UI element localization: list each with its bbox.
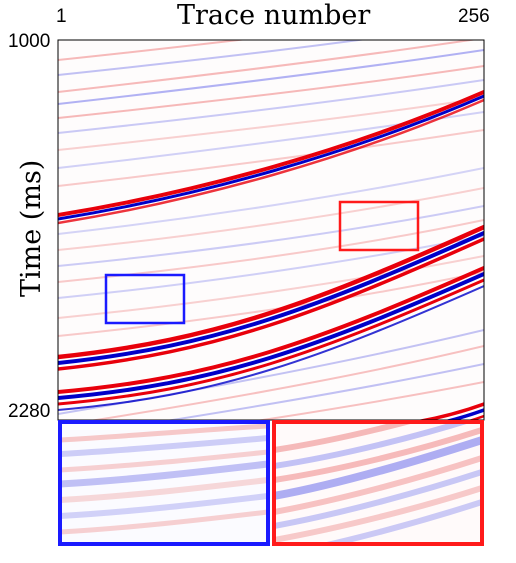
x-tick-left: 1 bbox=[56, 6, 67, 27]
blue-inset-events bbox=[60, 423, 268, 535]
y-tick-top: 1000 bbox=[8, 31, 51, 52]
red-zoom-box bbox=[338, 200, 420, 252]
seismic-section-events bbox=[58, 40, 484, 420]
red-inset-frame bbox=[272, 420, 484, 546]
y-tick-bottom: 2280 bbox=[8, 401, 51, 422]
blue-zoom-box bbox=[104, 273, 186, 325]
main-axes-frame bbox=[57, 39, 485, 421]
x-tick-right: 256 bbox=[458, 6, 490, 27]
figure-title: Trace number bbox=[177, 0, 371, 31]
blue-inset-frame bbox=[58, 420, 270, 546]
